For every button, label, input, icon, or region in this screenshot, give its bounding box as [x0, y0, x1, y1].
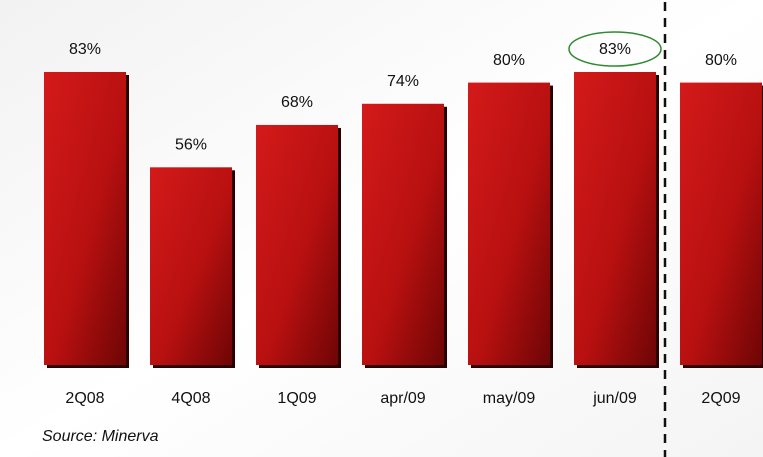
value-label: 83%: [69, 41, 101, 58]
x-tick-label: may/09: [483, 390, 536, 407]
x-tick-label: 1Q09: [277, 390, 316, 407]
x-tick-label: jun/09: [592, 390, 637, 407]
value-label: 56%: [175, 137, 207, 154]
bar: [44, 72, 126, 365]
value-label: 80%: [493, 52, 525, 69]
value-label: 83%: [599, 41, 631, 58]
bar: [150, 167, 232, 365]
bar: [468, 82, 550, 365]
x-tick-label: 4Q08: [171, 390, 210, 407]
bar: [680, 82, 762, 365]
value-label: 80%: [705, 52, 737, 69]
value-label: 68%: [281, 94, 313, 111]
bar: [256, 124, 338, 365]
x-tick-label: 2Q09: [701, 390, 740, 407]
x-tick-label: apr/09: [380, 390, 425, 407]
bar: [362, 103, 444, 365]
source-note: Source: Minerva: [42, 428, 159, 445]
highlight-circle: [568, 31, 662, 67]
bar: [574, 72, 656, 365]
value-label: 74%: [387, 73, 419, 90]
x-tick-label: 2Q08: [65, 390, 104, 407]
